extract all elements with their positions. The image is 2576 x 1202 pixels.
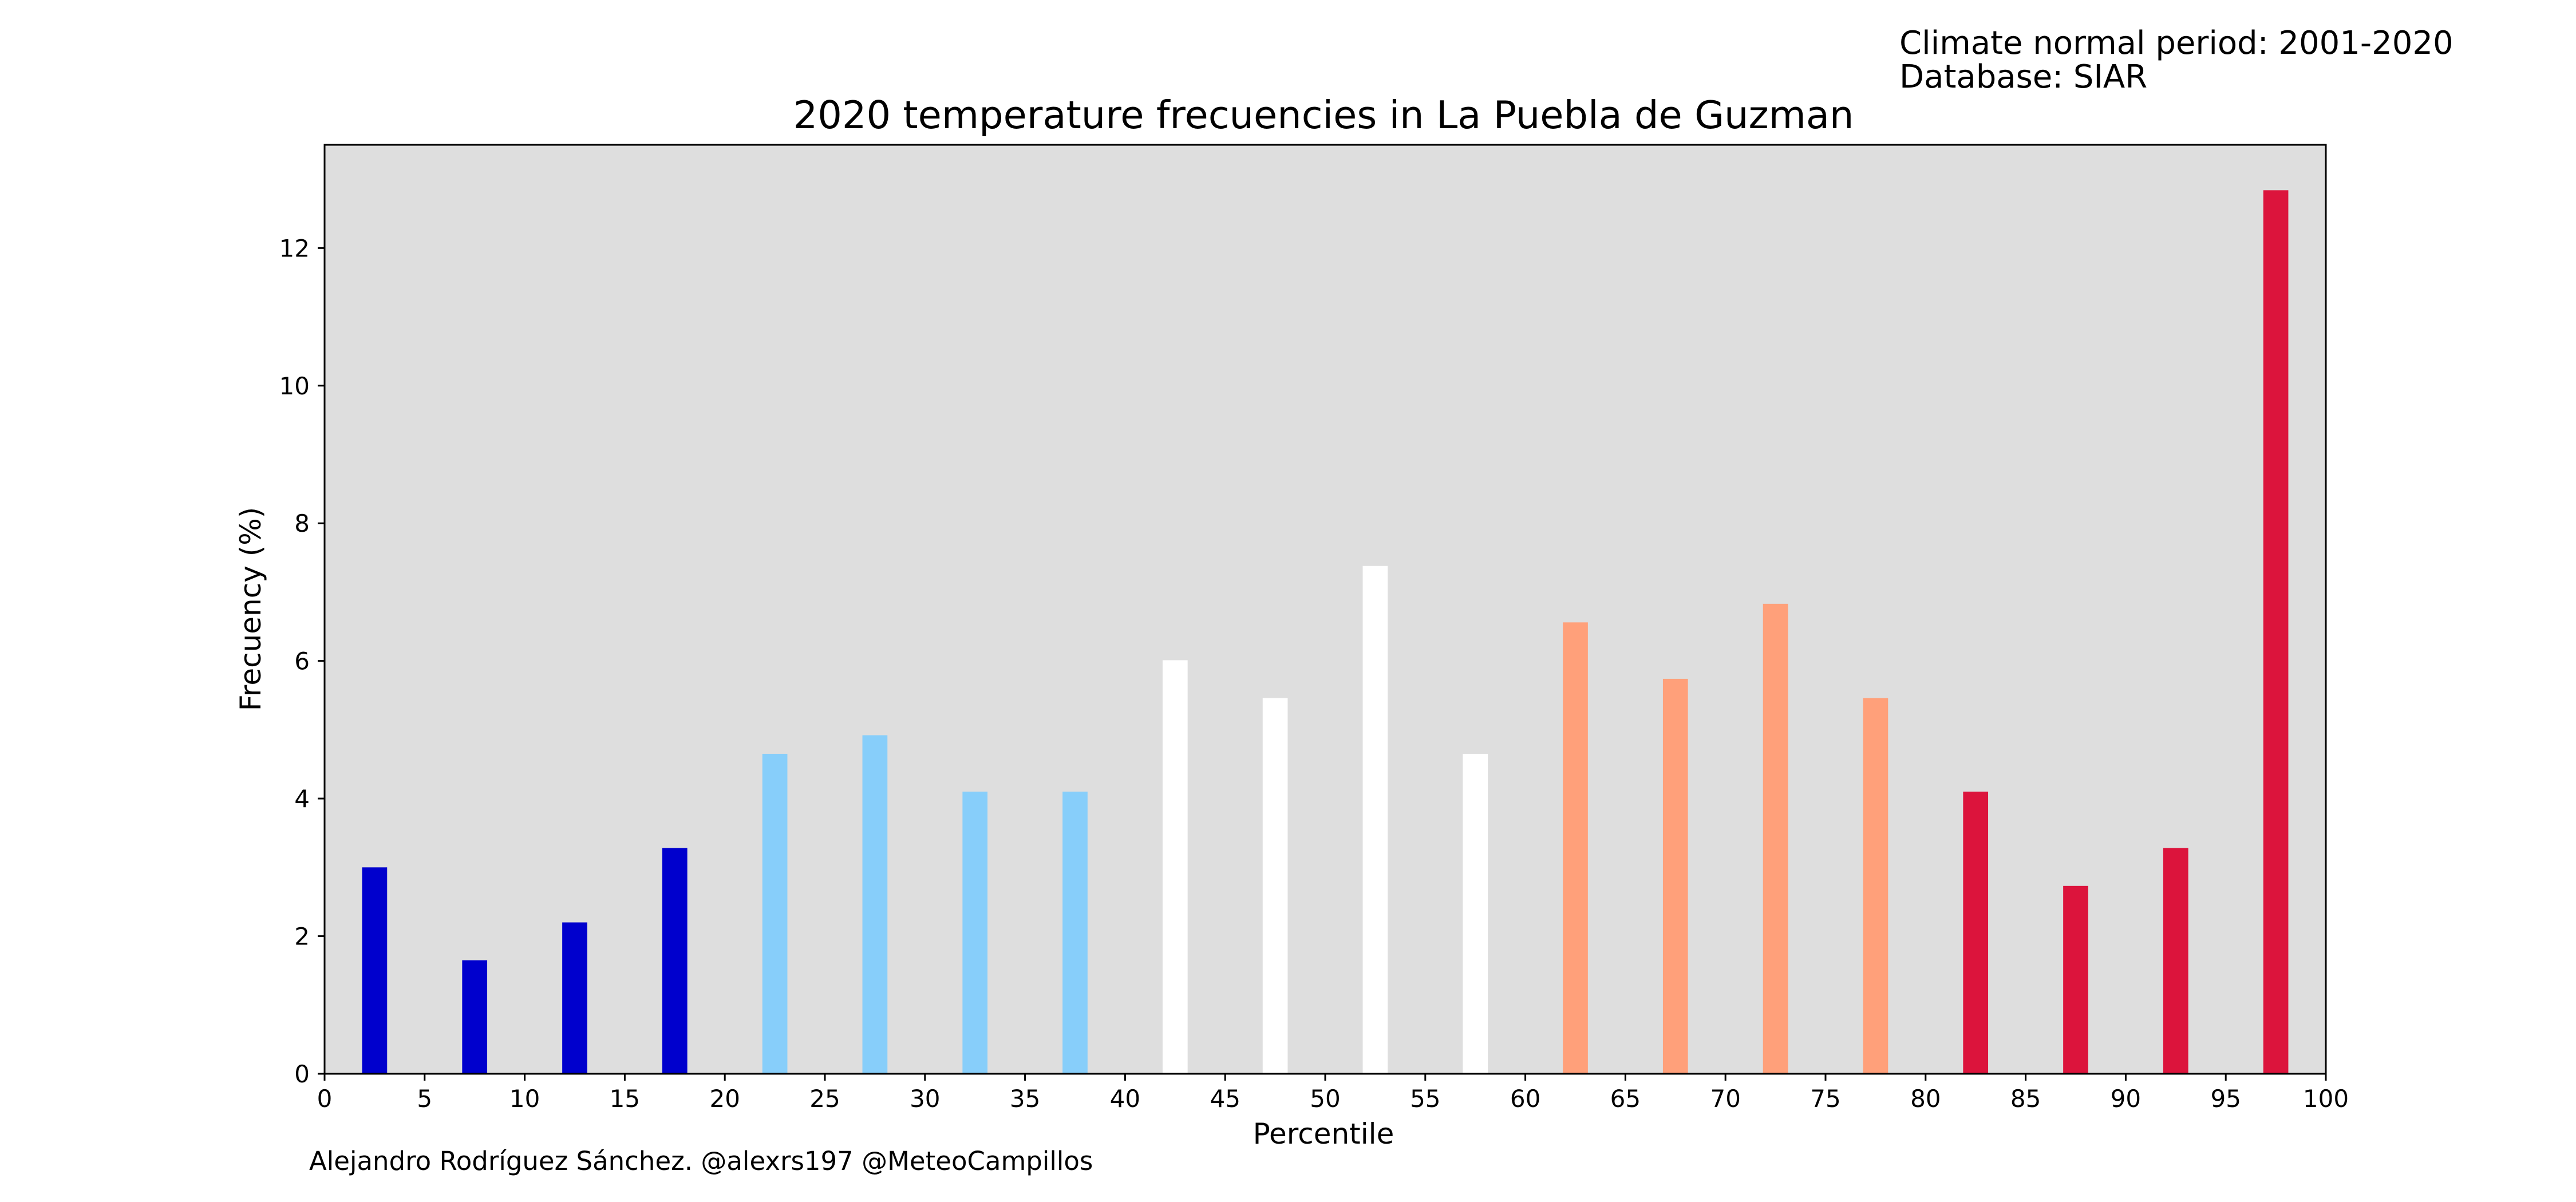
x-tick-label: 30 [910, 1085, 940, 1113]
x-tick-label: 100 [2303, 1085, 2349, 1113]
x-tick-label: 80 [1910, 1085, 1941, 1113]
x-tick-label: 75 [1810, 1085, 1840, 1113]
credit-text: Alejandro Rodríguez Sánchez. @alexrs197 … [309, 1146, 1093, 1176]
x-axis-ticks: 0 5 10 15 20 25 30 35 40 45 50 55 60 65 70 75 80 85 90 95 10… [317, 1074, 2349, 1113]
x-tick-label: 25 [809, 1085, 840, 1113]
bar-percentile-97.5 [2263, 190, 2289, 1074]
x-axis-label: Percentile [1253, 1117, 1394, 1150]
x-tick-label: 5 [417, 1085, 432, 1113]
bar-percentile-17.5 [662, 848, 688, 1074]
x-tick-label: 45 [1210, 1085, 1240, 1113]
bar-percentile-37.5 [1062, 792, 1088, 1074]
y-tick-label: 0 [294, 1060, 310, 1088]
database-text: Database: SIAR [1899, 58, 2148, 96]
x-tick-label: 10 [509, 1085, 540, 1113]
bar-percentile-32.5 [962, 792, 988, 1074]
y-tick-label: 8 [294, 509, 310, 537]
bar-percentile-2.5 [362, 867, 388, 1074]
x-tick-label: 65 [1610, 1085, 1641, 1113]
bar-percentile-7.5 [462, 960, 488, 1074]
y-tick-label: 10 [279, 372, 310, 400]
x-tick-label: 35 [1010, 1085, 1040, 1113]
bar-percentile-42.5 [1162, 660, 1188, 1074]
x-tick-label: 70 [1710, 1085, 1740, 1113]
x-tick-label: 60 [1510, 1085, 1540, 1113]
y-axis-label: Frecuency (%) [234, 507, 267, 711]
y-tick-label: 12 [279, 234, 310, 262]
bar-percentile-92.5 [2163, 848, 2188, 1074]
y-tick-label: 4 [294, 785, 310, 813]
x-tick-label: 40 [1110, 1085, 1140, 1113]
x-tick-label: 20 [709, 1085, 740, 1113]
plot-area [325, 145, 2326, 1074]
bar-percentile-62.5 [1563, 622, 1588, 1074]
bar-percentile-72.5 [1763, 603, 1788, 1074]
x-tick-label: 15 [610, 1085, 640, 1113]
y-axis-ticks: 0 2 4 6 8 10 12 [279, 234, 325, 1088]
chart-title: 2020 temperature frecuencies in La Puebl… [793, 93, 1854, 137]
bar-percentile-57.5 [1463, 753, 1488, 1074]
bar-percentile-82.5 [1963, 792, 1989, 1074]
bar-percentile-47.5 [1262, 698, 1288, 1074]
bar-percentile-77.5 [1863, 698, 1888, 1074]
x-tick-label: 95 [2210, 1085, 2241, 1113]
x-tick-label: 50 [1310, 1085, 1340, 1113]
x-tick-label: 85 [2010, 1085, 2041, 1113]
x-tick-label: 55 [1410, 1085, 1440, 1113]
bar-percentile-87.5 [2063, 885, 2088, 1074]
bar-percentile-22.5 [762, 753, 788, 1074]
y-tick-label: 6 [294, 647, 310, 675]
bars [362, 190, 2289, 1074]
bar-percentile-67.5 [1662, 678, 1688, 1074]
x-tick-label: 0 [317, 1085, 333, 1113]
climate-period-text: Climate normal period: 2001-2020 [1899, 25, 2453, 62]
bar-percentile-27.5 [862, 735, 888, 1074]
y-tick-label: 2 [294, 923, 310, 951]
x-tick-label: 90 [2111, 1085, 2141, 1113]
bar-percentile-12.5 [562, 922, 587, 1074]
bar-percentile-52.5 [1362, 566, 1388, 1074]
